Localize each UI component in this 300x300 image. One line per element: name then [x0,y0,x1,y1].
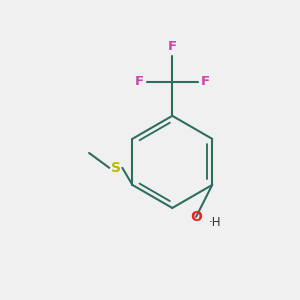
Text: S: S [111,161,121,175]
Text: F: F [134,75,143,88]
Text: F: F [201,75,210,88]
Text: O: O [190,210,202,224]
Text: ·H: ·H [208,216,221,229]
Text: F: F [168,40,177,53]
